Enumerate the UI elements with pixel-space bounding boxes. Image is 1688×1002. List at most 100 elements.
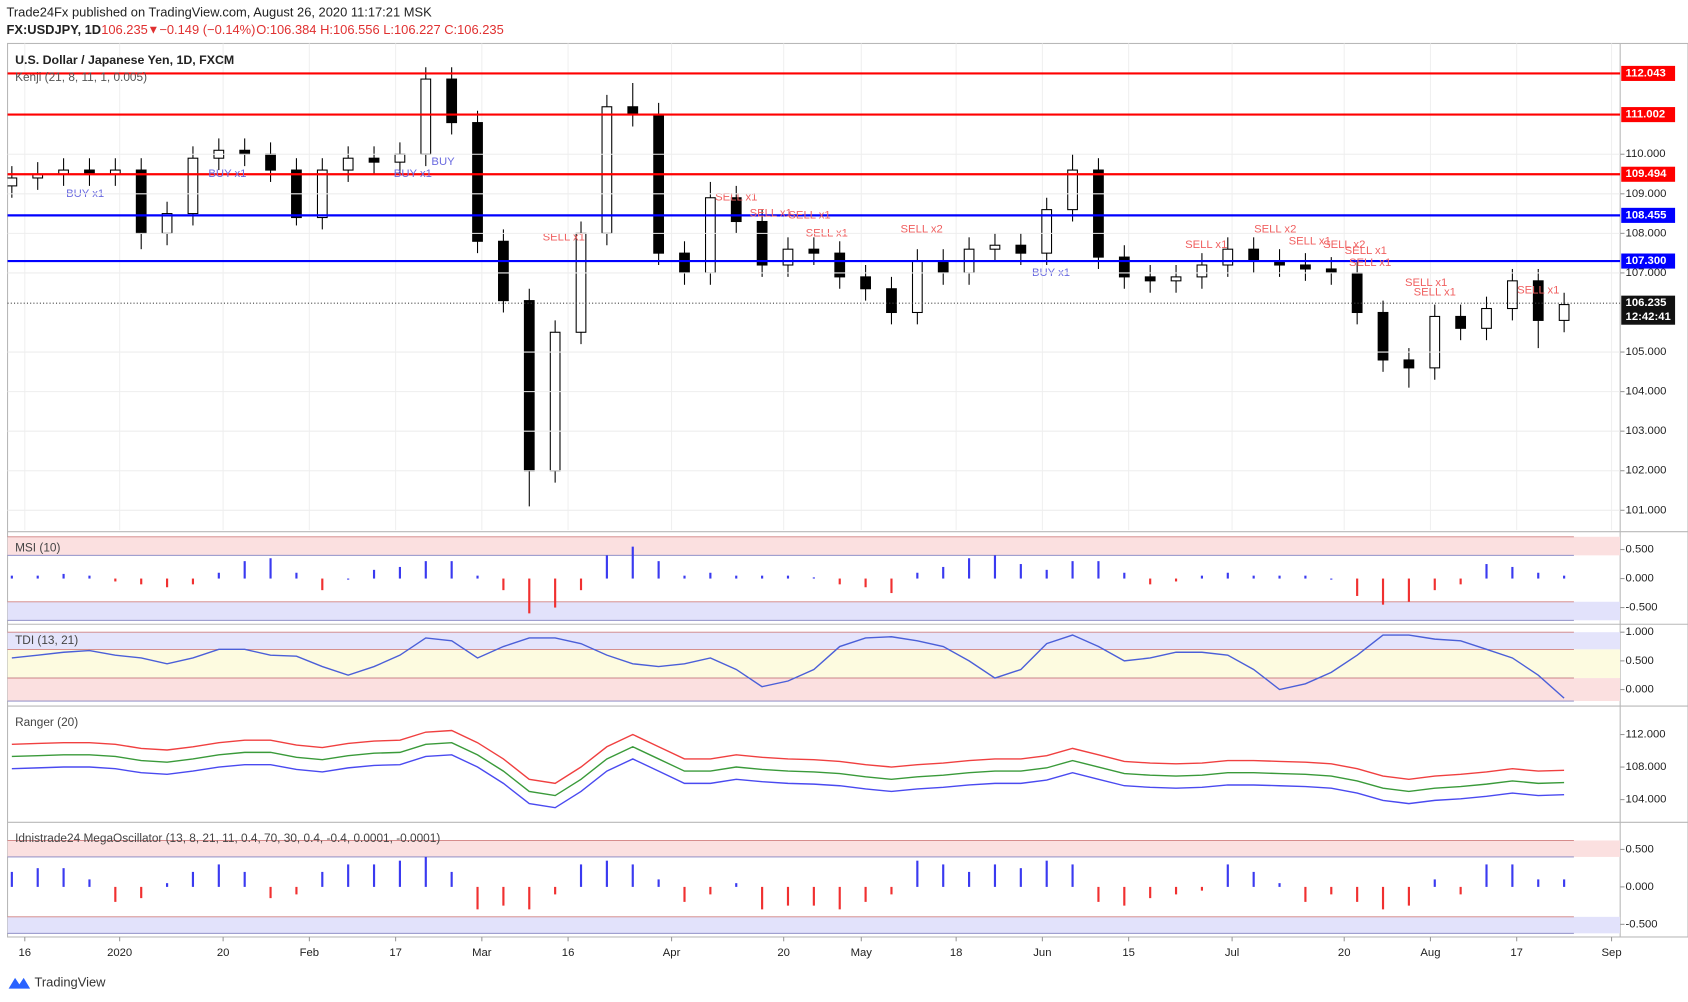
signal-label: SELL x1 bbox=[1349, 257, 1391, 269]
last-price: 106.235 bbox=[101, 22, 148, 37]
histogram-bar bbox=[372, 569, 376, 579]
histogram-bar bbox=[812, 577, 815, 579]
pane bbox=[7, 536, 1621, 621]
x-tick-label: May bbox=[851, 947, 873, 959]
signal-label: SELL x1 bbox=[1414, 287, 1456, 299]
histogram-bar bbox=[1200, 575, 1204, 579]
candle-body bbox=[342, 157, 354, 171]
level-label-bg bbox=[1621, 253, 1676, 269]
histogram-bar bbox=[424, 856, 427, 887]
histogram-bar bbox=[657, 561, 660, 579]
candle-body bbox=[1325, 268, 1337, 274]
candle-body bbox=[1506, 280, 1518, 310]
signal-label: BUY x1 bbox=[208, 168, 246, 180]
signal-label: SELL x2 bbox=[901, 223, 943, 235]
histogram-bar bbox=[683, 886, 686, 902]
candle-body bbox=[161, 213, 173, 234]
histogram-bar bbox=[528, 886, 531, 910]
candle-body bbox=[446, 78, 458, 124]
histogram-bar bbox=[605, 860, 608, 887]
histogram-bar bbox=[10, 871, 13, 887]
histogram-bar bbox=[942, 566, 945, 579]
y-tick-label: 110.000 bbox=[1626, 148, 1666, 160]
y-tick-label: 102.000 bbox=[1626, 465, 1667, 477]
histogram-bar bbox=[476, 886, 479, 910]
y-tick-label: 0.000 bbox=[1626, 684, 1654, 696]
y-tick-label: 105.000 bbox=[1626, 346, 1667, 358]
histogram-bar bbox=[1226, 572, 1229, 579]
signal-label: SELL x1 bbox=[1345, 245, 1387, 257]
candle-body bbox=[1403, 359, 1415, 369]
symbol: FX:USDJPY, 1D bbox=[6, 22, 101, 37]
histogram-bar bbox=[1278, 575, 1281, 579]
candle-body bbox=[1429, 315, 1441, 369]
candle-body bbox=[989, 244, 1001, 250]
histogram-bar bbox=[1174, 578, 1178, 582]
signal-label: SELL x1 bbox=[543, 231, 585, 243]
candle-body bbox=[808, 248, 820, 254]
histogram-bar bbox=[372, 864, 376, 887]
histogram-bar bbox=[1123, 572, 1126, 579]
histogram-bar bbox=[1149, 886, 1152, 899]
histogram-bar bbox=[1407, 886, 1410, 906]
histogram-bar bbox=[1097, 886, 1100, 902]
pane bbox=[7, 631, 1621, 702]
x-tick-label: Apr bbox=[663, 947, 681, 959]
histogram-bar bbox=[269, 558, 272, 579]
level-label: 107.300 bbox=[1626, 255, 1667, 267]
histogram-bar bbox=[1071, 561, 1074, 579]
candle-body bbox=[860, 276, 871, 290]
indicator-line bbox=[11, 754, 1565, 809]
histogram-bar bbox=[1045, 860, 1048, 887]
histogram-bar bbox=[993, 864, 997, 887]
histogram-bar bbox=[1097, 561, 1100, 579]
band bbox=[7, 916, 1621, 934]
candle-body bbox=[1377, 311, 1389, 361]
candle-body bbox=[1558, 304, 1570, 321]
candle-body bbox=[679, 252, 690, 274]
histogram-bar bbox=[1433, 578, 1436, 591]
candle-body bbox=[1351, 272, 1363, 314]
histogram-bar bbox=[1304, 886, 1307, 902]
histogram-bar bbox=[424, 561, 427, 579]
band bbox=[7, 536, 1621, 556]
histogram-bar bbox=[683, 575, 686, 579]
histogram-bar bbox=[347, 578, 350, 580]
candle-body bbox=[239, 149, 251, 155]
y-tick-label: -0.500 bbox=[1626, 602, 1658, 614]
level-label-bg bbox=[1621, 107, 1676, 123]
histogram-bar bbox=[1537, 572, 1540, 579]
histogram-bar bbox=[1252, 575, 1255, 579]
candle-body bbox=[730, 197, 742, 223]
histogram-bar bbox=[191, 871, 195, 887]
histogram-bar bbox=[1330, 578, 1333, 580]
chart-title: U.S. Dollar / Japanese Yen, 1D, FXCM bbox=[15, 53, 234, 67]
histogram-bar bbox=[709, 572, 712, 579]
candle-body bbox=[1170, 276, 1182, 282]
x-tick-label: Aug bbox=[1420, 947, 1440, 959]
candle-body bbox=[394, 153, 406, 163]
y-tick-label: 0.000 bbox=[1626, 573, 1654, 585]
histogram-bar bbox=[864, 886, 867, 902]
histogram-bar bbox=[812, 886, 815, 906]
candle-body bbox=[1481, 307, 1492, 329]
candle-body bbox=[653, 114, 665, 254]
histogram-bar bbox=[1433, 879, 1436, 887]
y-tick-label: 0.500 bbox=[1626, 843, 1654, 855]
histogram-bar bbox=[295, 886, 298, 895]
candle-body bbox=[1118, 256, 1130, 278]
histogram-bar bbox=[62, 573, 65, 579]
candle-body bbox=[368, 157, 380, 163]
x-tick-label: Mar bbox=[472, 947, 492, 959]
histogram-bar bbox=[450, 561, 453, 579]
band bbox=[7, 649, 1621, 679]
histogram-bar bbox=[217, 572, 220, 579]
histogram-bar bbox=[114, 578, 117, 582]
histogram-bar bbox=[140, 578, 143, 585]
candle-body bbox=[886, 288, 897, 314]
last-price-bg bbox=[1621, 295, 1676, 325]
indicator-line bbox=[11, 729, 1565, 785]
pane-title: Idnistrade24 MegaOscillator (13, 8, 21, … bbox=[15, 831, 440, 845]
histogram-bar bbox=[761, 575, 764, 579]
